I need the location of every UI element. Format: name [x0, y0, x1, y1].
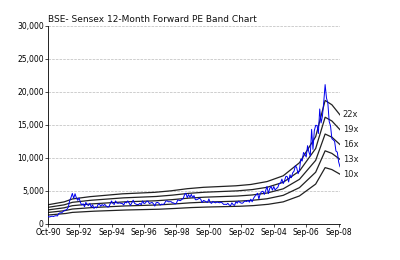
Text: 16x: 16x — [343, 140, 358, 149]
Text: 22x: 22x — [343, 110, 358, 119]
Text: 19x: 19x — [343, 125, 358, 134]
Text: BSE- Sensex 12-Month Forward PE Band Chart: BSE- Sensex 12-Month Forward PE Band Cha… — [48, 15, 257, 24]
Text: 10x: 10x — [343, 170, 358, 179]
Text: 13x: 13x — [343, 155, 358, 164]
